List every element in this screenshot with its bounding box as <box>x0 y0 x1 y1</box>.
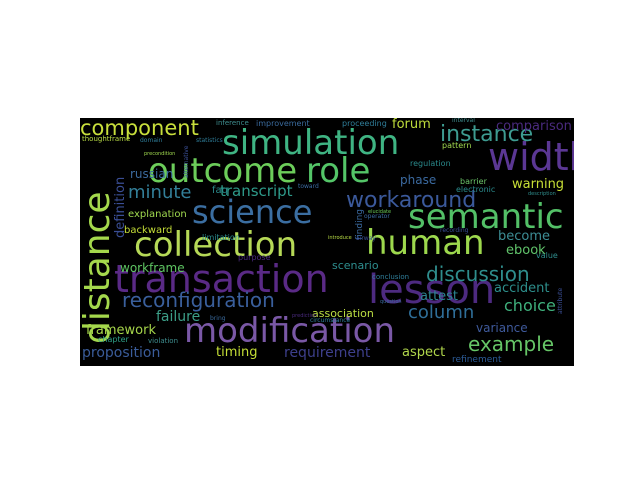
word-circumstance: circumstance <box>310 317 351 324</box>
word-precondition: precondition <box>144 151 176 157</box>
word-discussion: discussion <box>426 262 530 286</box>
word-russian: russian <box>130 167 174 181</box>
word-domain: domain <box>140 137 163 144</box>
word-ebook: ebook <box>506 243 546 258</box>
word-regulation: regulation <box>410 159 451 168</box>
word-faq: faq <box>212 185 228 196</box>
word-distance: distance <box>80 191 118 344</box>
word-phase: phase <box>400 173 437 187</box>
word-role: role <box>306 151 371 191</box>
word-lesson: lesson <box>368 267 496 313</box>
word-timing: timing <box>216 345 258 360</box>
word-variance: variance <box>476 321 528 335</box>
word-attest: attest <box>420 289 459 304</box>
word-warning: warning <box>512 177 565 192</box>
word-prediction: prediction <box>292 313 318 319</box>
word-value: value <box>536 251 558 260</box>
word-inference: inference <box>216 119 249 127</box>
word-minute: minute <box>128 182 192 203</box>
word-association: association <box>312 307 374 320</box>
word-operator: operator <box>364 213 390 220</box>
word-width: width <box>488 135 574 179</box>
word-science: science <box>192 193 313 231</box>
word-transaction: transaction <box>114 257 329 301</box>
word-accident: accident <box>494 281 550 296</box>
word-thoughtframe: thoughtframe <box>82 135 131 143</box>
word-requirement: requirement <box>284 345 371 361</box>
word-transcript: transcript <box>220 182 293 200</box>
word-aspect: aspect <box>402 345 446 360</box>
word-electronic: electronic <box>456 185 496 194</box>
word-refinement: refinement <box>452 355 502 365</box>
word-improvement: improvement <box>256 119 310 128</box>
word-forum: forum <box>392 118 431 132</box>
word-barrier: barrier <box>460 177 487 186</box>
word-explanation: explanation <box>128 209 187 220</box>
word-limitation: limitation <box>202 233 240 242</box>
word-bring: bring <box>210 315 226 322</box>
word-attribute: attribute <box>557 287 564 314</box>
word-conclusion: conclusion <box>372 273 410 281</box>
word-proposition: proposition <box>82 345 161 361</box>
word-example: example <box>468 332 555 356</box>
word-purpose: purpose <box>238 253 271 262</box>
word-pattern: pattern <box>442 141 472 150</box>
word-workframe: workframe <box>120 261 185 275</box>
word-scenario: scenario <box>332 259 379 272</box>
word-become: become <box>498 229 551 244</box>
word-statistics: statistics <box>196 137 223 144</box>
word-workaround: workaround <box>346 188 477 213</box>
word-violation: violation <box>148 337 179 345</box>
word-comparison: comparison <box>496 119 572 134</box>
word-cloud-panel: modification transaction collection simu… <box>80 118 574 366</box>
word-elucidate: elucidate <box>368 209 392 215</box>
word-interval: interval <box>452 118 475 124</box>
word-alternative: alternative <box>183 145 190 179</box>
word-toward: toward <box>298 183 319 190</box>
word-proceeding: proceeding <box>342 119 387 128</box>
word-description: description <box>528 191 556 197</box>
word-collection: collection <box>134 225 298 265</box>
word-introduce: introduce <box>328 235 352 241</box>
word-semantic: semantic <box>408 197 564 237</box>
word-airway: airway <box>356 235 376 242</box>
word-instance: instance <box>440 122 534 147</box>
word-modification: modification <box>184 311 396 351</box>
word-outcome: outcome <box>148 151 298 191</box>
word-component: component <box>80 118 199 140</box>
word-backward: backward <box>124 225 173 236</box>
word-choice: choice <box>504 296 556 315</box>
word-recording: recording <box>440 227 469 234</box>
word-question: question <box>380 299 402 305</box>
word-failure: failure <box>156 309 201 325</box>
word-reconfiguration: reconfiguration <box>122 288 275 312</box>
word-chapter: chapter <box>98 335 129 344</box>
word-column: column <box>408 302 475 323</box>
word-human: human <box>366 223 485 263</box>
word-simulation: simulation <box>222 123 400 163</box>
word-framework: framework <box>86 323 157 338</box>
